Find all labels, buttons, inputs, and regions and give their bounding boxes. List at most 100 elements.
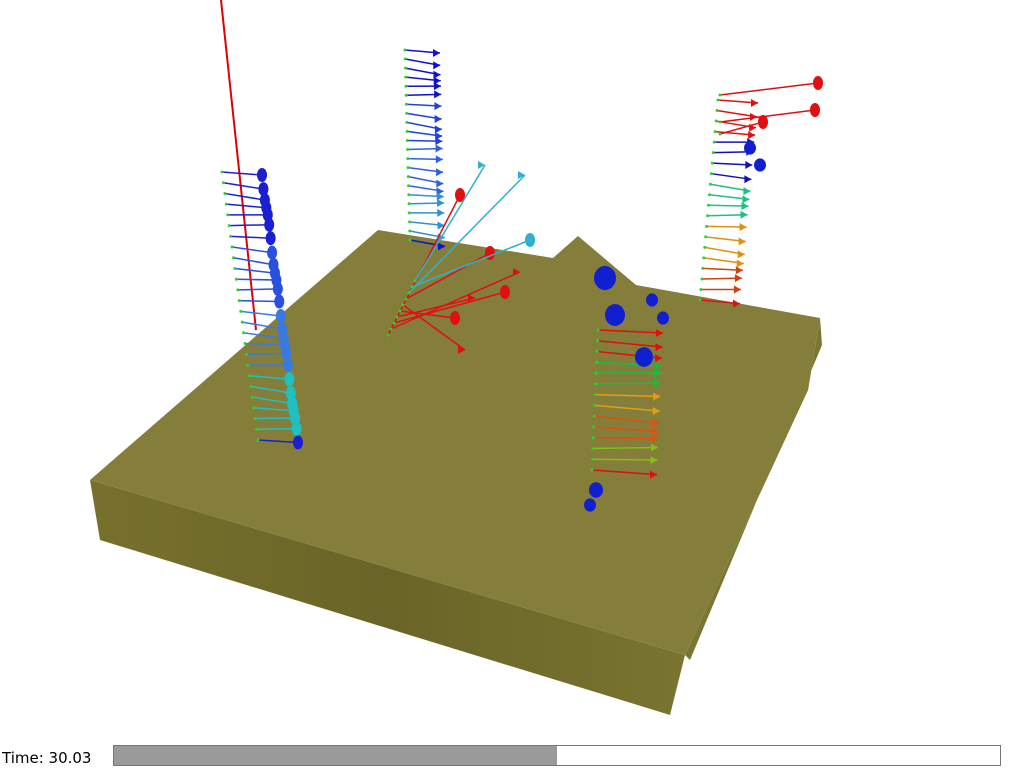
vector bbox=[243, 332, 284, 340]
vector-head bbox=[437, 208, 445, 217]
vector-origin bbox=[594, 382, 598, 386]
vector bbox=[595, 382, 661, 385]
vector-origin bbox=[246, 363, 250, 367]
vector-origin bbox=[408, 220, 412, 224]
vector bbox=[719, 121, 764, 135]
vector-origin bbox=[408, 238, 412, 242]
vector-origin bbox=[392, 321, 396, 325]
progress-bar[interactable] bbox=[113, 745, 1001, 766]
vector-origin bbox=[704, 235, 708, 239]
vector-disc bbox=[290, 411, 301, 426]
vector-head bbox=[651, 434, 659, 443]
vector-origin bbox=[234, 277, 238, 281]
vector-disc bbox=[657, 311, 669, 325]
vector-disc bbox=[293, 435, 303, 450]
vector-head bbox=[737, 250, 745, 259]
vector bbox=[223, 181, 264, 190]
vector-head bbox=[436, 192, 444, 201]
vector-origin bbox=[247, 374, 251, 378]
vector-origin bbox=[406, 166, 410, 170]
vector-head bbox=[518, 171, 525, 179]
vector bbox=[411, 239, 531, 288]
vector-disc bbox=[584, 498, 596, 512]
vector-origin bbox=[229, 234, 233, 238]
vector-disc bbox=[285, 386, 296, 401]
vector-origin bbox=[407, 211, 411, 215]
vector bbox=[399, 310, 456, 319]
vector-disc bbox=[272, 281, 283, 296]
vector-origin bbox=[592, 414, 596, 418]
vector-head bbox=[654, 361, 662, 370]
vector-disc bbox=[589, 482, 603, 498]
vector bbox=[408, 174, 526, 294]
vector-origin bbox=[406, 157, 410, 161]
vector-disc bbox=[281, 346, 292, 361]
vector bbox=[594, 415, 660, 424]
vector-disc bbox=[258, 182, 269, 197]
vector-head bbox=[744, 175, 752, 184]
vector-head bbox=[650, 470, 657, 479]
vector-origin bbox=[594, 371, 598, 375]
vector-head bbox=[434, 114, 442, 123]
vector-head bbox=[433, 61, 441, 70]
vector bbox=[396, 297, 476, 318]
vector-glyphs bbox=[220, 48, 823, 512]
vector bbox=[229, 224, 270, 227]
vector bbox=[591, 469, 658, 476]
vector-head bbox=[434, 90, 442, 99]
vector-head bbox=[734, 274, 742, 283]
vector-head bbox=[652, 419, 660, 428]
vector-disc bbox=[284, 372, 295, 387]
vector-origin bbox=[711, 151, 715, 155]
vector-head bbox=[748, 131, 756, 140]
vector-head bbox=[458, 346, 465, 354]
vector-origin bbox=[232, 256, 236, 260]
vector-origin bbox=[256, 438, 260, 442]
vector-head bbox=[433, 82, 441, 91]
vector-origin bbox=[410, 285, 414, 289]
vector-head bbox=[736, 259, 744, 268]
vector-disc bbox=[605, 304, 625, 326]
vector bbox=[233, 257, 274, 266]
vector-head bbox=[433, 49, 440, 57]
vector-head bbox=[434, 102, 442, 111]
vector-head bbox=[733, 299, 740, 308]
vector-head bbox=[735, 266, 743, 275]
vector-origin bbox=[224, 202, 228, 206]
vector-origin bbox=[406, 175, 410, 179]
time-label: Time: 30.03 bbox=[2, 749, 92, 767]
vector-head bbox=[435, 144, 443, 153]
vector-origin bbox=[403, 57, 407, 61]
vector bbox=[402, 304, 466, 351]
vector bbox=[224, 192, 266, 201]
vector bbox=[393, 291, 506, 324]
vector-head bbox=[437, 221, 445, 230]
vector-origin bbox=[240, 320, 244, 324]
vector-disc bbox=[744, 141, 756, 155]
vector bbox=[234, 267, 276, 274]
vector-origin bbox=[706, 214, 710, 218]
vector-origin bbox=[712, 140, 716, 144]
vector-origin bbox=[407, 202, 411, 206]
vector-origin bbox=[407, 184, 411, 188]
vector-disc bbox=[635, 347, 653, 367]
vector-origin bbox=[395, 315, 399, 319]
vector-origin bbox=[250, 395, 254, 399]
vector-disc bbox=[500, 285, 510, 299]
vector-disc bbox=[267, 245, 278, 260]
vector-head bbox=[738, 237, 746, 246]
vector-origin bbox=[404, 75, 408, 79]
vector-disc bbox=[813, 76, 823, 90]
vector-head bbox=[655, 354, 663, 363]
vector bbox=[231, 246, 273, 254]
vector-origin bbox=[243, 342, 247, 346]
vector-disc bbox=[754, 158, 766, 172]
vector bbox=[252, 396, 293, 405]
vector-head bbox=[733, 285, 741, 294]
vector-origin bbox=[708, 182, 712, 186]
vector-disc bbox=[264, 217, 275, 232]
vector bbox=[221, 171, 263, 176]
vector-head bbox=[653, 379, 661, 388]
vector bbox=[242, 321, 283, 330]
